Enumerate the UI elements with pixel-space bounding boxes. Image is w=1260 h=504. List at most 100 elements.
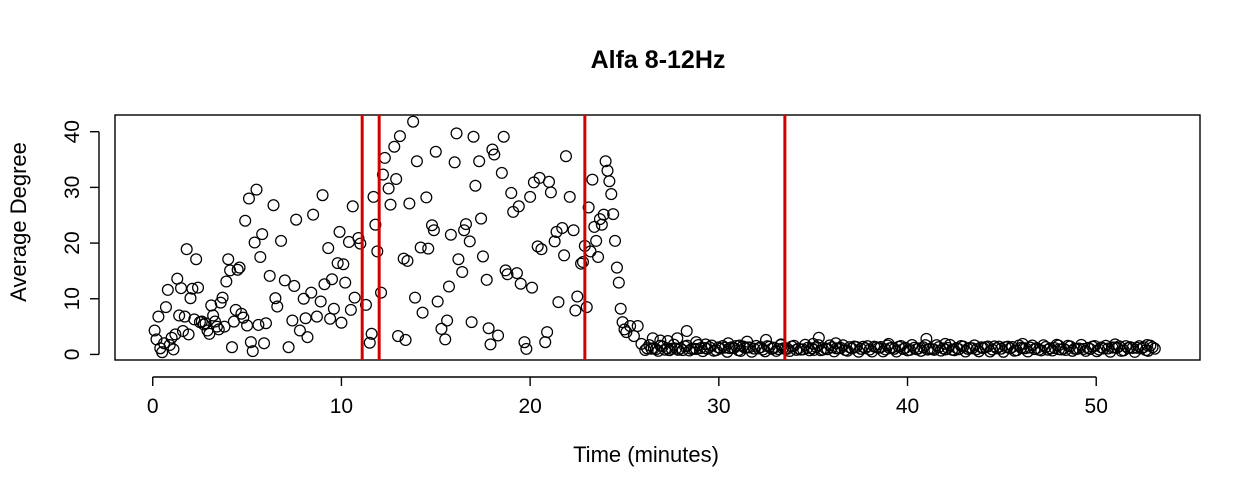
data-point [375, 286, 388, 299]
data-point [401, 254, 414, 267]
points-layer [148, 115, 1161, 359]
data-point [605, 188, 618, 201]
data-point [222, 253, 235, 266]
data-point [197, 318, 210, 331]
data-point [427, 224, 440, 237]
x-axis: 0 10 20 30 40 50 [147, 376, 1108, 418]
data-point [609, 234, 622, 247]
data-point [441, 314, 454, 327]
data-point [199, 317, 212, 330]
data-point [497, 130, 510, 143]
data-point [539, 336, 552, 349]
data-point [214, 296, 227, 309]
data-point [180, 243, 193, 256]
data-point [1148, 342, 1161, 355]
data-point [376, 168, 389, 181]
data-point [1052, 339, 1065, 352]
data-point [271, 300, 284, 313]
data-point [282, 341, 295, 354]
data-point [473, 155, 486, 168]
data-point [167, 343, 180, 356]
data-point [1077, 342, 1090, 356]
data-point [420, 191, 433, 204]
data-point [324, 312, 337, 325]
data-point [775, 338, 788, 351]
data-point [469, 179, 482, 192]
data-point [646, 332, 659, 345]
data-point [161, 283, 174, 296]
y-axis: 0 10 20 30 40 [61, 120, 100, 360]
data-point [175, 282, 188, 295]
y-tick-label: 30 [61, 176, 84, 199]
data-point [512, 200, 525, 213]
data-point [463, 235, 476, 248]
data-point [548, 235, 561, 248]
data-point [252, 318, 265, 331]
data-point [429, 145, 442, 158]
data-point [556, 222, 569, 235]
data-point [510, 267, 523, 280]
data-point [148, 324, 161, 337]
data-point [333, 225, 346, 238]
data-point [932, 341, 945, 354]
data-point [599, 155, 612, 168]
data-point [322, 242, 335, 255]
data-point [233, 261, 246, 274]
data-point [459, 218, 472, 231]
data-point [1093, 343, 1106, 356]
data-point [586, 173, 599, 186]
data-point [476, 250, 489, 263]
data-point [520, 342, 533, 355]
data-point [369, 218, 382, 231]
data-point [882, 337, 895, 350]
data-point [452, 253, 465, 266]
data-point [225, 341, 239, 354]
data-point [484, 338, 497, 351]
data-point [254, 250, 267, 264]
data-point [286, 314, 299, 327]
data-point [392, 330, 405, 343]
plot-frame [114, 114, 1201, 361]
data-point [335, 316, 348, 329]
data-point [1146, 341, 1159, 354]
data-point [218, 320, 231, 333]
data-point [339, 276, 352, 289]
data-point [297, 292, 310, 305]
data-point [259, 317, 272, 330]
data-point [482, 322, 495, 335]
data-point [525, 281, 539, 294]
data-point [631, 320, 644, 333]
data-point [569, 304, 582, 317]
data-point [327, 302, 340, 315]
data-point [939, 337, 952, 350]
data-point [363, 336, 376, 349]
data-point [467, 130, 480, 143]
data-point [614, 302, 627, 315]
data-point [588, 220, 601, 233]
data-point [571, 290, 584, 303]
data-point [278, 274, 291, 287]
data-point [576, 255, 589, 269]
data-point [422, 242, 435, 255]
data-point [301, 331, 314, 344]
data-point [747, 342, 761, 355]
data-point [325, 273, 339, 286]
data-point [475, 212, 488, 225]
data-point [1037, 339, 1050, 352]
data-point [492, 329, 505, 342]
data-point [535, 243, 548, 256]
data-point [163, 338, 176, 351]
x-axis-label: Time (minutes) [573, 442, 719, 467]
data-point [403, 197, 416, 210]
data-point [192, 281, 205, 294]
data-point [208, 315, 222, 328]
data-point [610, 261, 623, 274]
data-point [812, 331, 825, 344]
data-point [244, 336, 257, 349]
x-tick-label: 50 [1085, 395, 1108, 418]
data-point [237, 311, 250, 324]
data-point [165, 331, 178, 344]
y-axis-label: Average Degree [6, 142, 31, 302]
data-point [305, 286, 318, 299]
